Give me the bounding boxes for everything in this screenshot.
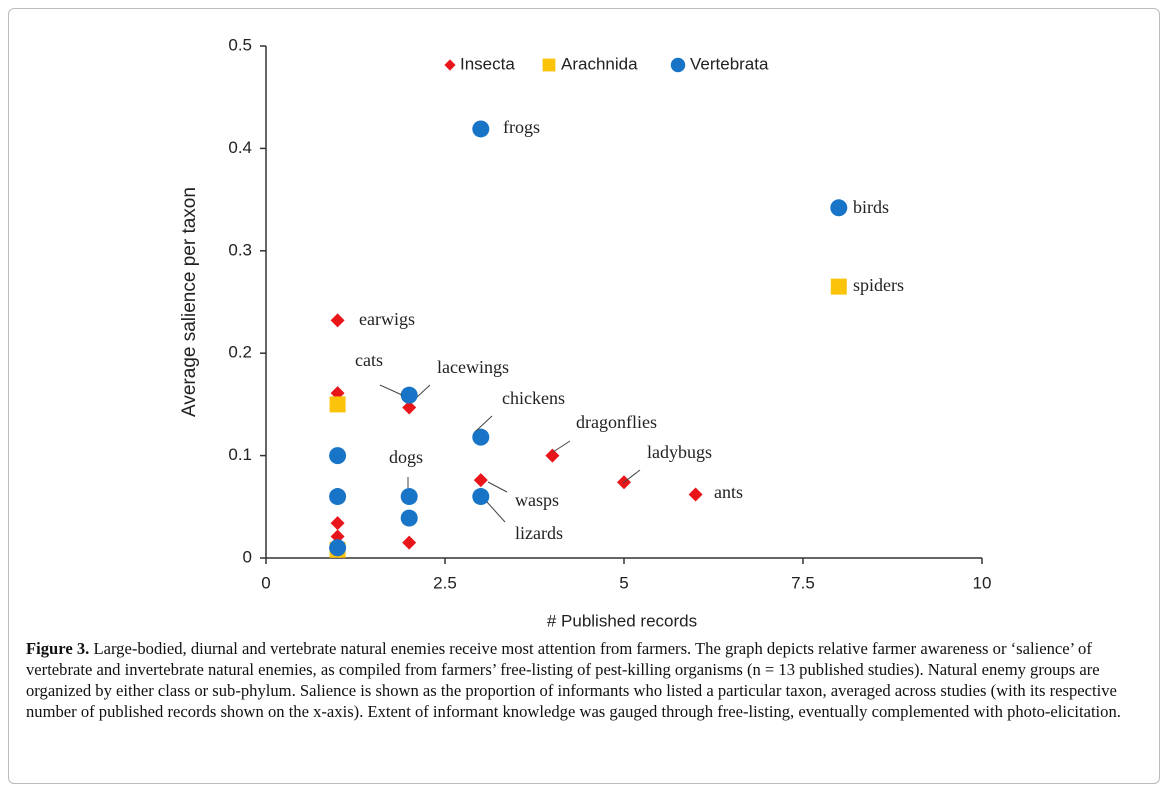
y-tick-label: 0.2 bbox=[228, 343, 252, 362]
legend-marker bbox=[670, 57, 686, 73]
point bbox=[472, 488, 490, 506]
chart: # Published records Average salience per… bbox=[179, 35, 992, 630]
leader-line bbox=[486, 501, 506, 523]
figure-frame bbox=[8, 8, 1160, 784]
legend-marker bbox=[542, 58, 556, 72]
point bbox=[329, 539, 347, 557]
x-tick-label: 7.5 bbox=[791, 573, 815, 592]
leader-line bbox=[487, 481, 508, 493]
y-tick-label: 0.1 bbox=[228, 445, 252, 464]
leader-line bbox=[622, 469, 641, 484]
point bbox=[400, 488, 418, 506]
point-label: frogs bbox=[503, 117, 540, 137]
y-tick-label: 0.4 bbox=[228, 138, 252, 157]
point-label: cats bbox=[355, 350, 383, 370]
point-label: dragonflies bbox=[576, 412, 657, 432]
point-label: dogs bbox=[389, 447, 423, 467]
point bbox=[329, 396, 346, 413]
point bbox=[688, 487, 703, 502]
point bbox=[402, 535, 417, 550]
point-label: ants bbox=[714, 482, 743, 502]
leader-line bbox=[415, 384, 431, 399]
point-label: earwigs bbox=[359, 309, 415, 329]
point-label: wasps bbox=[515, 490, 559, 510]
x-tick-label: 0 bbox=[261, 573, 270, 592]
point bbox=[329, 447, 347, 465]
point-label: lacewings bbox=[437, 357, 509, 377]
legend-marker bbox=[444, 59, 456, 71]
point bbox=[400, 386, 418, 404]
x-axis-title: # Published records bbox=[547, 611, 697, 630]
y-tick-label: 0 bbox=[243, 547, 252, 566]
point bbox=[472, 428, 490, 446]
point bbox=[330, 313, 345, 328]
point bbox=[472, 120, 490, 138]
y-axis-title: Average salience per taxon bbox=[179, 187, 200, 417]
leader-line bbox=[379, 384, 403, 396]
x-tick-label: 2.5 bbox=[433, 573, 457, 592]
point bbox=[329, 488, 347, 506]
y-tick-label: 0.5 bbox=[228, 35, 252, 54]
legend-label: Arachnida bbox=[561, 54, 638, 73]
point-label: spiders bbox=[853, 275, 904, 295]
point bbox=[830, 199, 848, 217]
caption-text: Large-bodied, diurnal and vertebrate nat… bbox=[26, 639, 1121, 721]
point bbox=[330, 529, 345, 544]
caption-label: Figure 3. bbox=[26, 639, 90, 658]
point-label: birds bbox=[853, 197, 889, 217]
x-tick-label: 5 bbox=[619, 573, 628, 592]
point bbox=[545, 448, 560, 463]
point bbox=[330, 516, 345, 531]
x-tick-label: 10 bbox=[973, 573, 992, 592]
legend-label: Vertebrata bbox=[690, 54, 769, 73]
leader-line bbox=[475, 415, 493, 432]
point bbox=[473, 473, 488, 488]
legend-label: Insecta bbox=[460, 54, 515, 73]
y-tick-label: 0.3 bbox=[228, 240, 252, 259]
point bbox=[402, 400, 417, 415]
point bbox=[830, 278, 847, 295]
leader-line bbox=[552, 440, 571, 453]
caption: Figure 3. Large-bodied, diurnal and vert… bbox=[26, 638, 1150, 722]
point-label: chickens bbox=[502, 388, 565, 408]
point bbox=[400, 509, 418, 527]
point-label: lizards bbox=[515, 523, 563, 543]
point-label: ladybugs bbox=[647, 442, 712, 462]
